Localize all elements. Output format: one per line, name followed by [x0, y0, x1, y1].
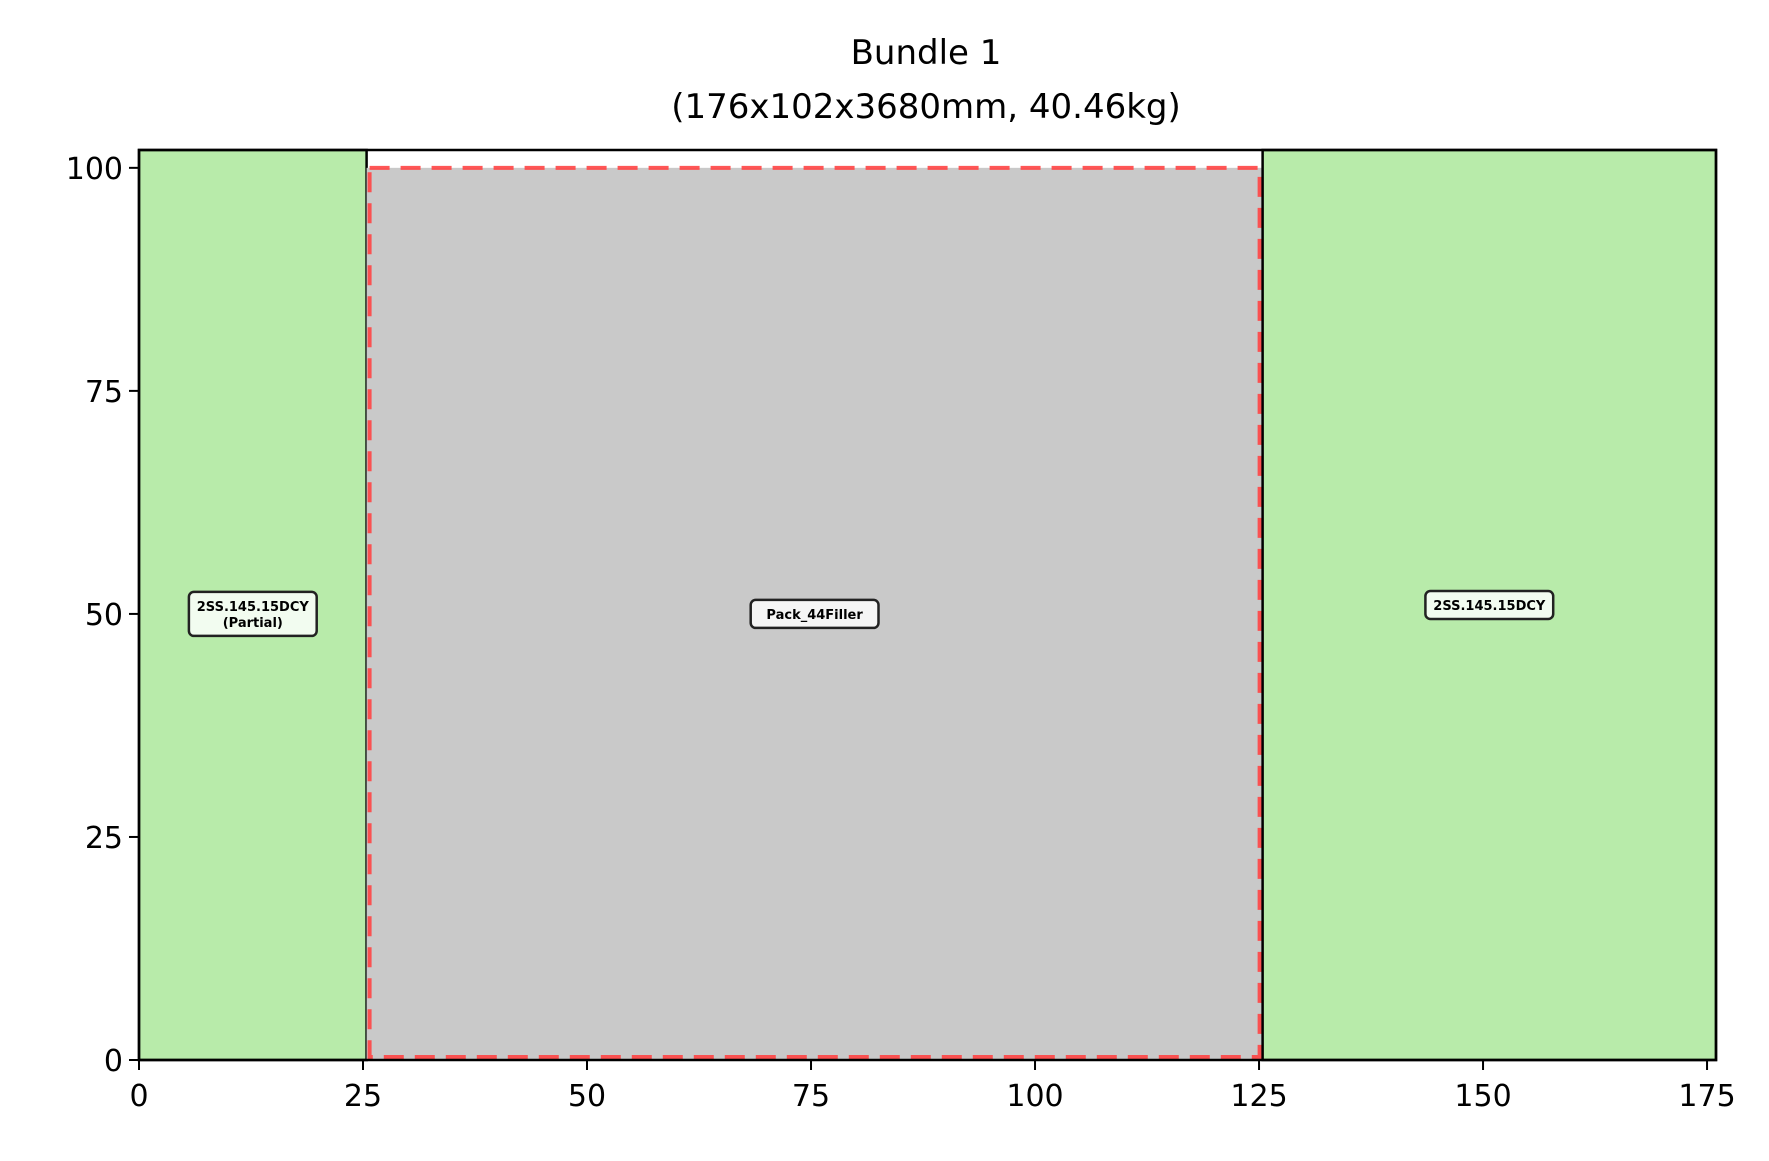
- x-tick-label-2: 50: [568, 1079, 606, 1114]
- y-tick-label-4: 100: [66, 152, 123, 187]
- axes-frame: [137, 148, 1718, 1062]
- x-tick-label-0: 0: [129, 1079, 148, 1114]
- y-tick-label-2: 50: [85, 598, 123, 633]
- pack-label-box-0: [187, 590, 318, 638]
- chart-subtitle: (176x102x3680mm, 40.46kg): [671, 87, 1181, 127]
- x-tick-label-3: 75: [792, 1079, 830, 1114]
- pack-label-text-0-1: (Partial): [223, 616, 283, 631]
- pack-outline-1: [367, 165, 1262, 1059]
- x-tick-label-6: 150: [1454, 1079, 1511, 1114]
- pack-label-box-2: [1424, 589, 1555, 621]
- x-tick-label-5: 125: [1230, 1079, 1287, 1114]
- x-tick-label-1: 25: [344, 1079, 382, 1114]
- axis-layer: 0 25 50 75 100 125 150 175 0 25 50 75 100: [66, 148, 1736, 1114]
- pack-label-text-2-0: 2SS.145.15DCY: [1433, 599, 1546, 614]
- x-tick-label-7: 175: [1678, 1079, 1735, 1114]
- y-tick-label-1: 25: [85, 821, 123, 856]
- pack-label-text-1-0: Pack_44Filler: [766, 608, 863, 623]
- pack-label-text-0-0: 2SS.145.15DCY: [197, 600, 310, 615]
- y-tick-label-0: 0: [104, 1044, 123, 1079]
- label-layer: 2SS.145.15DCY(Partial)Pack_44Filler2SS.1…: [187, 589, 1555, 638]
- chart-title: Bundle 1: [851, 33, 1002, 73]
- pack-label-box-1: [749, 598, 880, 630]
- y-tick-label-3: 75: [85, 375, 123, 410]
- x-tick-label-4: 100: [1006, 1079, 1063, 1114]
